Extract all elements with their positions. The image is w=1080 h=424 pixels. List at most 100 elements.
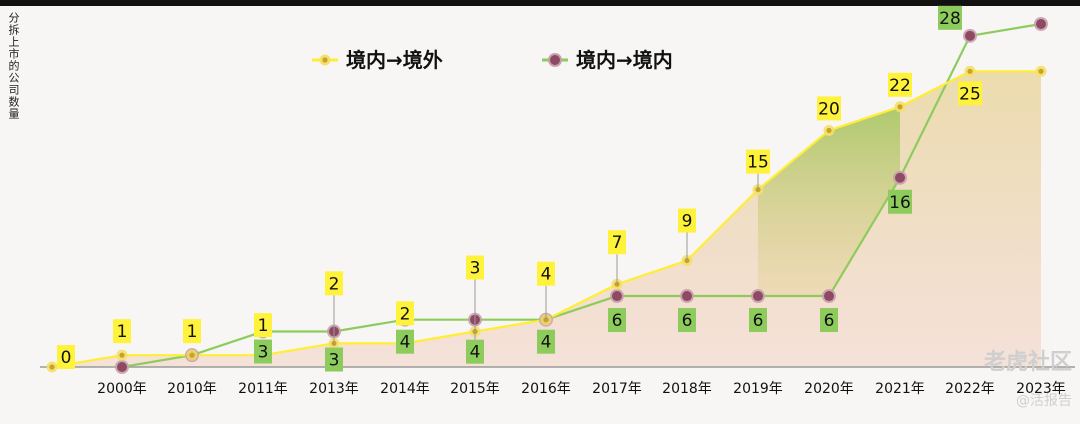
marker-domestic-overseas — [964, 65, 976, 77]
x-tick-label: 2023年 — [1016, 381, 1066, 397]
data-label-domestic-domestic: 3 — [329, 351, 340, 371]
data-label-bg — [254, 339, 272, 364]
marker-domestic-domestic — [115, 360, 129, 374]
data-label-domestic-domestic: 28 — [939, 9, 961, 29]
data-label-domestic-overseas: 9 — [682, 212, 693, 232]
watermark-handle: @活报告 — [1016, 393, 1072, 409]
data-label-bg — [537, 261, 555, 286]
data-label-bg — [57, 345, 75, 369]
data-label-bg — [466, 339, 484, 364]
marker-domestic-domestic — [1034, 17, 1048, 31]
marker-dot — [612, 291, 622, 302]
marker-domestic-domestic — [751, 289, 765, 304]
x-tick-label: 2022年 — [945, 381, 995, 397]
marker-dot — [826, 127, 832, 134]
marker-domestic-domestic — [963, 28, 977, 43]
data-label-bg — [254, 313, 272, 338]
marker-dot — [824, 291, 834, 302]
x-tick-label: 2011年 — [238, 381, 288, 397]
data-label-domestic-overseas: 22 — [889, 76, 911, 96]
data-label-bg — [325, 271, 343, 296]
legend-label: 境内→境外 — [346, 48, 443, 72]
data-label-domestic-overseas: 20 — [818, 99, 840, 119]
x-tick-label: 2019年 — [733, 381, 783, 397]
data-label-domestic-overseas: 2 — [400, 304, 411, 324]
x-tick-label: 2015年 — [450, 381, 500, 397]
watermark-brand: 老虎社区 — [983, 350, 1072, 375]
marker-dot — [117, 362, 127, 372]
marker-dot — [49, 364, 55, 370]
data-label-bg — [183, 319, 201, 344]
data-label-bg — [396, 329, 414, 354]
legend-label: 境内→境内 — [576, 48, 673, 72]
data-label-bg — [749, 308, 767, 333]
x-tick-label: 2017年 — [592, 381, 642, 397]
y-axis-label: 分拆上市的公司数量 — [7, 12, 20, 120]
x-tick-label: 2021年 — [875, 381, 925, 397]
data-label-domestic-domestic: 6 — [612, 311, 623, 331]
data-label-domestic-domestic: 16 — [889, 193, 911, 213]
top-border — [0, 0, 1080, 6]
data-label-bg — [537, 329, 555, 354]
data-label-domestic-overseas: 15 — [747, 153, 769, 173]
legend-marker-dot — [322, 57, 328, 63]
data-label-bg — [325, 347, 343, 372]
x-tick-label: 2014年 — [380, 381, 430, 397]
data-label-domestic-overseas: 0 — [61, 348, 72, 368]
data-label-bg — [820, 308, 838, 333]
marker-dot — [1038, 68, 1044, 74]
data-label-domestic-domestic: 6 — [824, 311, 835, 331]
x-tick-label: 2013年 — [309, 381, 359, 397]
data-label-bg — [396, 301, 414, 326]
data-label-bg — [938, 5, 962, 30]
data-label-domestic-overseas: 4 — [541, 265, 552, 285]
data-label-domestic-domestic: 4 — [400, 333, 411, 353]
marker-domestic-domestic — [822, 289, 836, 304]
marker-dot — [965, 30, 975, 41]
data-label-domestic-domestic: 4 — [541, 333, 552, 353]
legend-marker-dot — [550, 55, 560, 65]
data-label-bg — [746, 149, 770, 174]
data-label-domestic-overseas: 7 — [612, 233, 623, 253]
x-tick-label: 2020年 — [804, 381, 854, 397]
x-tick-label: 2010年 — [167, 381, 217, 397]
gap-fill — [758, 106, 900, 297]
marker-domestic-overseas — [116, 349, 128, 361]
data-label-bg — [678, 308, 696, 333]
marker-domestic-overseas — [823, 124, 835, 136]
data-label-domestic-overseas: 1 — [117, 322, 128, 342]
data-label-bg — [888, 189, 912, 214]
data-label-domestic-overseas: 1 — [258, 316, 269, 336]
data-label-domestic-domestic: 4 — [470, 343, 481, 363]
x-tick-label: 2018年 — [662, 381, 712, 397]
data-label-domestic-domestic: 6 — [753, 311, 764, 331]
marker-domestic-overseas — [894, 101, 906, 113]
marker-dot — [753, 291, 763, 302]
data-label-domestic-overseas: 2 — [329, 274, 340, 294]
data-label-bg — [888, 72, 912, 97]
x-tick-label: 2000年 — [97, 381, 147, 397]
data-label-domestic-overseas: 25 — [959, 84, 981, 104]
data-label-bg — [466, 255, 484, 280]
data-label-domestic-overseas: 3 — [470, 259, 481, 279]
marker-domestic-overseas — [1035, 65, 1047, 77]
data-label-bg — [958, 81, 982, 106]
marker-domestic-domestic — [610, 289, 624, 304]
data-label-domestic-overseas: 1 — [187, 322, 198, 342]
x-tick-label: 2016年 — [521, 381, 571, 397]
marker-dot — [682, 291, 692, 302]
marker-dot — [967, 68, 973, 74]
data-label-bg — [817, 96, 841, 121]
marker-dot — [897, 104, 903, 110]
marker-dot — [895, 172, 905, 183]
data-label-domestic-domestic: 3 — [258, 343, 269, 363]
marker-domestic-overseas — [186, 349, 198, 361]
data-label-bg — [113, 319, 131, 344]
data-label-bg — [608, 230, 626, 255]
marker-dot — [119, 352, 125, 358]
marker-domestic-domestic — [680, 289, 694, 304]
data-label-domestic-domestic: 6 — [682, 311, 693, 331]
marker-domestic-domestic — [893, 170, 907, 185]
